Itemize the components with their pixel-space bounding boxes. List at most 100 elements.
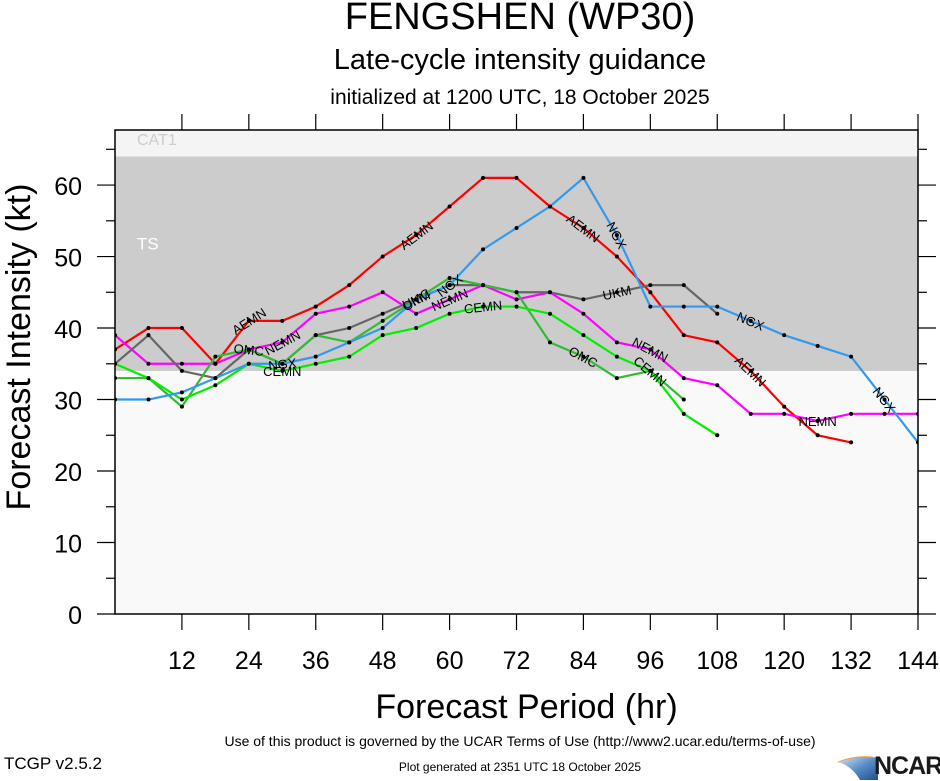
data-point-ngx	[481, 247, 486, 252]
data-point-ukm	[581, 297, 586, 302]
data-point-ngx	[280, 361, 285, 366]
data-point-nemn	[882, 411, 887, 416]
data-point-omc	[581, 354, 586, 359]
ncar-logo: NCAR	[838, 752, 940, 780]
x-tick-label: 24	[235, 647, 263, 675]
data-point-ukm	[347, 326, 352, 331]
data-point-ngx	[347, 340, 352, 345]
data-point-nemn	[648, 347, 653, 352]
data-point-aemn	[849, 440, 854, 445]
data-point-omc	[681, 397, 686, 402]
band-label-cat1: CAT1	[137, 132, 177, 149]
data-point-ngx	[514, 225, 519, 230]
data-point-cemn	[648, 368, 653, 373]
data-point-nemn	[681, 376, 686, 381]
data-point-omc	[313, 333, 318, 338]
y-tick-label: 40	[54, 316, 82, 344]
data-point-aemn	[681, 333, 686, 338]
y-tick-label: 20	[54, 459, 82, 487]
data-point-nemn	[313, 311, 318, 316]
data-point-ukm	[547, 290, 552, 295]
x-tick-label: 132	[830, 647, 872, 675]
x-tick-label: 120	[763, 647, 805, 675]
data-point-cemn	[179, 397, 184, 402]
chart-title: FENGSHEN (WP30)	[344, 0, 696, 38]
x-tick-label: 108	[696, 647, 738, 675]
series-line-omc	[115, 276, 685, 408]
data-point-aemn	[748, 368, 753, 373]
data-point-cemn	[146, 376, 151, 381]
data-point-aemn	[347, 283, 352, 288]
ncar-logo-text: NCAR	[874, 752, 940, 780]
data-point-cemn	[213, 383, 218, 388]
x-tick-label: 144	[897, 647, 939, 675]
data-point-aemn	[815, 433, 820, 438]
data-point-cemn	[514, 304, 519, 309]
band-cat1	[115, 130, 918, 157]
data-point-ngx	[179, 390, 184, 395]
data-point-ngx	[715, 304, 720, 309]
data-point-nemn	[715, 383, 720, 388]
series-label-omc: OMC	[233, 341, 265, 359]
version-label: TCGP v2.5.2	[4, 754, 102, 773]
data-point-ngx	[414, 297, 419, 302]
data-point-aemn	[146, 326, 151, 331]
data-point-ukm	[715, 311, 720, 316]
data-point-ngx	[581, 175, 586, 180]
y-axis-title: Forecast Intensity (kt)	[0, 184, 38, 511]
data-point-cemn	[280, 368, 285, 373]
data-point-ngx	[648, 304, 653, 309]
y-tick-label: 30	[54, 388, 82, 416]
data-point-aemn	[481, 175, 486, 180]
data-point-ngx	[882, 397, 887, 402]
data-point-nemn	[414, 311, 419, 316]
data-point-ukm	[146, 333, 151, 338]
y-tick-label: 50	[54, 245, 82, 273]
data-point-aemn	[280, 318, 285, 323]
series-label-cemn: CEMN	[263, 364, 301, 379]
chart-subtitle: Late-cycle intensity guidance	[333, 44, 707, 76]
data-point-cemn	[681, 411, 686, 416]
series-label-ngx: NGX	[268, 355, 298, 373]
init-time: initialized at 1200 UTC, 18 October 2025	[330, 86, 710, 109]
series-label-cemn: CEMN	[463, 298, 503, 317]
data-point-ukm	[681, 283, 686, 288]
data-point-cemn	[481, 304, 486, 309]
data-point-nemn	[347, 304, 352, 309]
data-point-ngx	[246, 361, 251, 366]
data-point-aemn	[581, 225, 586, 230]
data-point-ngx	[213, 376, 218, 381]
series-label-ukm: UKM	[601, 282, 632, 303]
data-point-ngx	[447, 283, 452, 288]
data-point-nemn	[447, 297, 452, 302]
data-point-nemn	[782, 411, 787, 416]
y-tick-label: 10	[54, 531, 82, 559]
data-point-cemn	[547, 311, 552, 316]
data-point-ukm	[648, 283, 653, 288]
data-point-aemn	[179, 326, 184, 331]
data-point-ngx	[146, 397, 151, 402]
data-point-ngx	[748, 318, 753, 323]
x-tick-label: 60	[436, 647, 464, 675]
data-point-nemn	[514, 297, 519, 302]
data-point-ngx	[547, 204, 552, 209]
x-tick-label: 72	[503, 647, 531, 675]
terms-of-use-text: Use of this product is governed by the U…	[224, 733, 816, 749]
data-point-aemn	[447, 204, 452, 209]
ncar-swoosh-icon	[838, 756, 879, 780]
data-point-nemn	[146, 361, 151, 366]
y-tick-label: 0	[68, 602, 82, 630]
x-axis-title: Forecast Period (hr)	[375, 688, 677, 726]
data-point-nemn	[380, 290, 385, 295]
data-point-nemn	[748, 411, 753, 416]
data-point-cemn	[447, 311, 452, 316]
data-point-ngx	[614, 233, 619, 238]
data-point-ngx	[815, 343, 820, 348]
data-point-aemn	[782, 404, 787, 409]
data-point-omc	[179, 404, 184, 409]
data-point-omc	[213, 354, 218, 359]
data-point-omc	[547, 340, 552, 345]
data-point-nemn	[614, 340, 619, 345]
data-point-omc	[246, 347, 251, 352]
data-point-ngx	[681, 304, 686, 309]
